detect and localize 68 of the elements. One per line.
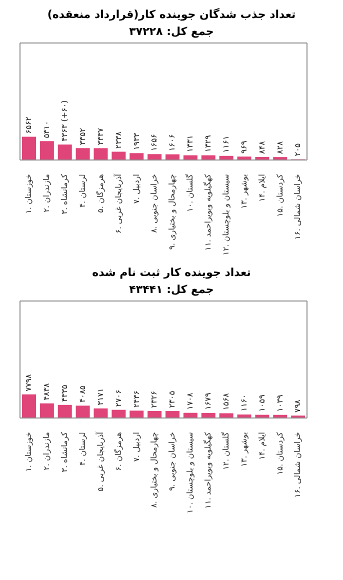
x-tick-label: ۷. اردبیل: [132, 432, 141, 462]
data-label: ۳۳۵۲: [78, 128, 87, 146]
x-tick-label: ۸. چهارمحال و بختیاری: [150, 432, 159, 508]
data-label: ۱۰۳۹: [275, 394, 284, 412]
x-tick-label: ۱۰. سیستان و بلوچستان: [186, 432, 195, 514]
x-tick-label: ۱۶. خراسان شمالی: [293, 432, 302, 498]
x-tick-label: ۱۳. بوشهر: [239, 174, 248, 209]
x-tick-label: ۵. هرمزگان: [94, 174, 105, 213]
x-tick-label: ۱۵. کردستان: [275, 174, 284, 217]
x-tick-label: ۲. مازندران: [42, 432, 52, 470]
data-label: ۲۳۰۵: [168, 390, 177, 408]
x-tick-label: ۹. چهارمحال و بختیاری: [168, 174, 177, 250]
x-tick-label: ۵. آذربایجان غربی: [94, 431, 105, 492]
data-label: ۳۱۷۱: [96, 388, 105, 406]
data-label: ۷۹۸: [293, 398, 302, 413]
x-tick-label: ۱۴. ایلام: [257, 174, 266, 202]
x-tick-label: ۱۱. کهگیلویه وبویراحمد: [202, 432, 213, 509]
x-tick-label: ۶. هرمزگان: [112, 432, 123, 471]
x-tick-label: ۱. خوزستان: [24, 174, 34, 214]
x-tick-label: ۱۳. بوشهر: [239, 432, 248, 467]
data-label: ۲۳۳۸: [114, 130, 123, 149]
data-label: ۱۱۶۱: [222, 136, 230, 153]
data-label: ۱۵۶۸: [222, 392, 230, 410]
x-tick-label: ۸. خراسان جنوبی: [150, 174, 159, 233]
x-tick-label: ۶. آذربایجان غربی: [112, 173, 123, 234]
x-tick-label: ۱. خوزستان: [24, 432, 34, 472]
data-label: ۶۵۶۲: [24, 116, 34, 134]
x-tick-label: ۱۶. خراسان شمالی: [293, 174, 302, 240]
data-label: ۱۶۷۹: [204, 392, 213, 410]
data-label: ۱۹۳۳: [132, 132, 141, 150]
data-label: ۹۶۹: [239, 140, 248, 154]
data-label: ۴۳۶۳ (+۶۰): [60, 100, 70, 142]
x-tick-label: ۳. کرمانشاه: [60, 174, 70, 214]
data-label: ۲۰۵: [293, 143, 302, 156]
x-tick-label: ۱۰. گلستان: [184, 174, 195, 212]
x-tick-label: ۳. کرمانشاه: [60, 432, 70, 472]
chart-subtitle: جمع کل: ۳۷۲۲۸: [128, 25, 215, 38]
x-tick-label: ۱۱. کهگیلویه وبویراحمد: [202, 174, 213, 251]
data-label: ۴۳۳۵: [60, 384, 70, 402]
data-label: ۸۴۸: [257, 140, 266, 154]
chart-title: تعداد جذب شدگان جوینده کار(قرارداد منعقده): [46, 8, 297, 21]
data-label: ۱۰۵۹: [257, 394, 266, 412]
x-tick-label: ۴. لرستان: [78, 432, 87, 466]
data-label: ۴۸۳۸: [42, 382, 52, 400]
data-label: ۱۱۶۰: [239, 394, 248, 412]
data-label: ۱۶۰۶: [168, 134, 177, 152]
x-tick-label: ۷. اردبیل: [132, 174, 141, 204]
data-label: ۱۷۰۸: [186, 392, 195, 410]
x-tick-label: ۴. لرستان: [78, 174, 87, 208]
x-tick-label: ۲. مازندران: [42, 174, 52, 212]
data-label: ۵۳۱۰: [42, 120, 52, 138]
x-tick-label: ۱۲. سیستان و بلوچستان: [221, 174, 230, 256]
data-label: ۲۷۰۶: [114, 390, 123, 407]
data-label: ۲۴۳۶: [132, 390, 141, 408]
x-tick-label: ۱۲. گلستان: [220, 432, 230, 470]
data-label: ۱۳۲۹: [204, 135, 213, 152]
data-label: ۴۰۸۵: [78, 385, 87, 403]
data-label: ۱۳۳۱: [186, 135, 195, 152]
x-tick-label: ۱۵. کردستان: [275, 432, 284, 475]
chart-title: تعداد جوینده کار ثبت نام شده: [91, 266, 252, 279]
data-label: ۱۶۵۶: [150, 134, 159, 152]
chart-subtitle: جمع کل: ۴۳۴۴۱: [128, 283, 215, 296]
x-tick-label: ۹. خراسان جنوبی: [168, 432, 177, 491]
x-tick-label: ۱۴. ایلام: [257, 432, 266, 460]
data-label: ۸۲۸: [275, 140, 284, 154]
data-label: ۲۳۲۶: [150, 390, 159, 408]
data-label: ۳۳۳۷: [96, 127, 105, 146]
data-label: ۷۷۹۸: [24, 374, 34, 392]
